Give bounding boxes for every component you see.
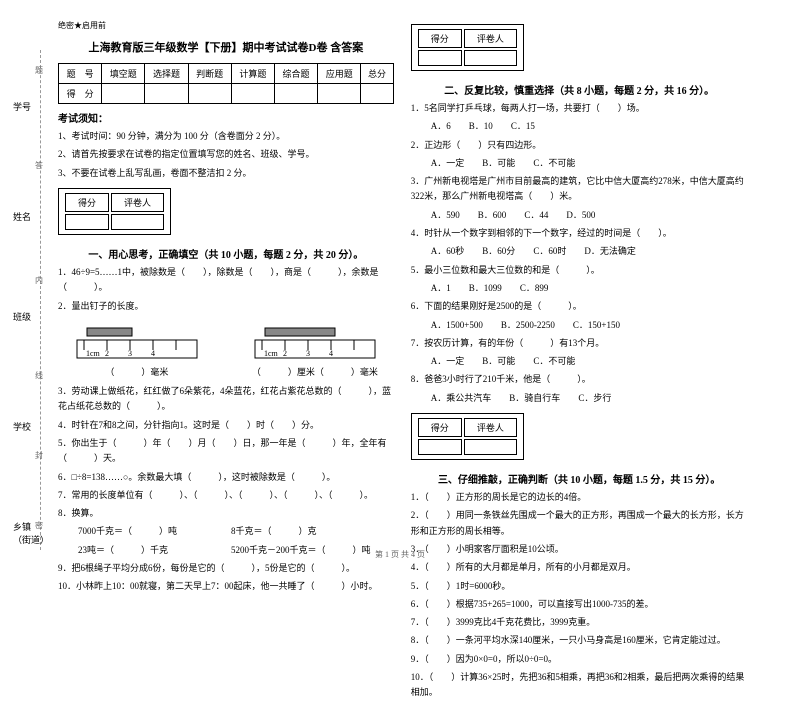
section-3-title: 三、仔细推敲，正确判断（共 10 小题，每题 1.5 分，共 15 分）。 (411, 471, 748, 486)
dot-feng: 封 (35, 450, 43, 461)
q2-7: 7．按农历计算，有的年份（ ）有13个月。 (411, 336, 748, 351)
q1-8-title: 8．换算。 (58, 506, 394, 521)
q3-6: 6．（ ）根据735+265=1000，可以直接写出1000-735的差。 (411, 597, 748, 612)
q2-4: 4．时针从一个数字到相邻的下一个数字，经过的时间是（ ）。 (411, 226, 748, 241)
ruler-2-icon: 1cm 2 3 4 (250, 320, 380, 360)
dot-xian: 线 (35, 370, 43, 381)
q1-5: 5．你出生于（ ）年（ ）月（ ）日，那一年是（ ）年，全年有（ ）天。 (58, 436, 394, 467)
sb-id: 学号 (13, 100, 31, 113)
ruler-1-wrap: 1cm 2 3 4 （ ）毫米 (72, 320, 202, 378)
q2-4-opts: A．60秒B．60分C．60时D．无法确定 (411, 244, 748, 259)
q1-6: 6．□÷8=138……○。余数最大填（ ），这时被除数是（ ）。 (58, 470, 394, 485)
scorer-label: 评卷人 (111, 193, 164, 212)
th-app: 应用题 (318, 64, 361, 84)
dot-mi: 密 (35, 520, 43, 531)
q2-5: 5．最小三位数和最大三位数的和是（ ）。 (411, 263, 748, 278)
scorer-box-1: 得分评卷人 (58, 188, 171, 235)
q2-6: 6．下面的结果刚好是2500的是（ ）。 (411, 299, 748, 314)
q2-5-opts: A．1B．1099C．899 (411, 281, 748, 296)
q2-1: 1．5名同学打乒乓球，每两人打一场，共要打（ ）场。 (411, 101, 748, 116)
binding-sidebar: 乡镇（街道） 学校 班级 姓名 学号 题 答 内 线 封 密 (5, 20, 45, 530)
q1-10: 10．小林昨上10：00就寝，第二天早上7：00起床，他一共睡了（ ）小时。 (58, 579, 394, 594)
exam-title: 上海教育版三年级数学【下册】期中考试试卷D卷 含答案 (58, 39, 394, 55)
scorer-box-2: 得分评卷人 (411, 24, 524, 71)
svg-text:3: 3 (128, 349, 132, 358)
q3-10: 10．（ ）计算36×25时，先把36和5相乘，再把36和2相乘，最后把两次乘得… (411, 670, 748, 701)
th-total: 总分 (361, 64, 393, 84)
q2-8: 8．爸爸3小时行了210千米，他是（ ）。 (411, 372, 748, 387)
th-choice: 选择题 (145, 64, 188, 84)
page-footer: 第 1 页 共 4 页 (0, 549, 800, 560)
section-1-title: 一、用心思考，正确填空（共 10 小题，每题 2 分，共 20 分）。 (58, 246, 394, 261)
q2-2-opts: A．一定B．可能C．不可能 (411, 156, 748, 171)
q3-1: 1．（ ）正方形的周长是它的边长的4倍。 (411, 490, 748, 505)
q1-3: 3．劳动课上做纸花，红红做了6朵紫花，4朵蓝花，红花占紫花总数的（ ），蓝花占纸… (58, 384, 394, 415)
notice-1: 1、考试时间：90 分钟，满分为 100 分（含卷面分 2 分）。 (58, 129, 394, 143)
ruler-1-icon: 1cm 2 3 4 (72, 320, 202, 360)
ruler-row: 1cm 2 3 4 （ ）毫米 1cm 2 3 4 （ ）厘米（ ）毫米 (58, 320, 394, 378)
sb-school: 学校 (13, 420, 31, 433)
sb-class: 班级 (13, 310, 31, 323)
svg-text:3: 3 (306, 349, 310, 358)
svg-text:2: 2 (105, 349, 109, 358)
q3-2: 2．（ ）用同一条铁丝先围成一个最大的正方形，再围成一个最大的长方形，长方形和正… (411, 508, 748, 539)
q2-3-opts: A．590B．600C．44D．500 (411, 208, 748, 223)
th-calc: 计算题 (231, 64, 274, 84)
th-comp: 综合题 (274, 64, 317, 84)
q3-7: 7．（ ）3999克比4千克花费比，3999克重。 (411, 615, 748, 630)
svg-text:1cm: 1cm (264, 349, 279, 358)
ruler-2-wrap: 1cm 2 3 4 （ ）厘米（ ）毫米 (250, 320, 380, 378)
notice-3: 3、不要在试卷上乱写乱画，卷面不整洁扣 2 分。 (58, 166, 394, 180)
svg-text:2: 2 (283, 349, 287, 358)
score-label: 得分 (65, 193, 109, 212)
table-header-row: 题 号 填空题 选择题 判断题 计算题 综合题 应用题 总分 (59, 64, 394, 84)
svg-text:4: 4 (151, 349, 155, 358)
ruler-1-label: （ ）毫米 (72, 365, 202, 378)
confidential-mark: 绝密★启用前 (58, 20, 394, 31)
q1-7: 7．常用的长度单位有（ ）、（ ）、（ ）、（ ）、（ ）。 (58, 488, 394, 503)
q3-5: 5．（ ）1时=6000秒。 (411, 579, 748, 594)
q2-1-opts: A．6B．10C．15 (411, 119, 748, 134)
score-summary-table: 题 号 填空题 选择题 判断题 计算题 综合题 应用题 总分 得 分 (58, 63, 394, 104)
q1-8a: 7000千克＝（ ）吨 8千克＝（ ）克 (58, 524, 394, 539)
dot-nei: 内 (35, 275, 43, 286)
svg-text:4: 4 (329, 349, 333, 358)
q3-4: 4．（ ）所有的大月都是单月，所有的小月都是双月。 (411, 560, 748, 575)
fold-line (40, 50, 41, 550)
q2-7-opts: A．一定B．可能C．不可能 (411, 354, 748, 369)
th-fill: 填空题 (102, 64, 145, 84)
svg-text:1cm: 1cm (86, 349, 101, 358)
q2-2: 2．正边形（ ）只有四边形。 (411, 138, 748, 153)
q2-3: 3．广州新电视塔是广州市目前最高的建筑，它比中信大厦高约278米，中信大厦高约3… (411, 174, 748, 205)
notice-2: 2、请首先按要求在试卷的指定位置填写您的姓名、班级、学号。 (58, 147, 394, 161)
ruler-2-label: （ ）厘米（ ）毫米 (250, 365, 380, 378)
scorer-box-3: 得分评卷人 (411, 413, 524, 460)
q1-2: 2．量出钉子的长度。 (58, 299, 394, 314)
q3-9: 9．（ ）因为0×0=0，所以0÷0=0。 (411, 652, 748, 667)
q2-8-opts: A．乘公共汽车B．骑自行车C．步行 (411, 391, 748, 406)
dot-ti: 题 (35, 65, 43, 76)
page-container: 绝密★启用前 上海教育版三年级数学【下册】期中考试试卷D卷 含答案 题 号 填空… (0, 0, 800, 540)
table-score-row: 得 分 (59, 84, 394, 104)
q1-1: 1．46÷9=5……1中，被除数是（ ），除数是（ ），商是（ ），余数是（ ）… (58, 265, 394, 296)
q2-6-opts: A．1500+500B．2500-2250C．150+150 (411, 318, 748, 333)
q1-4: 4．时针在7和8之间，分针指向1。这时是（ ）时（ ）分。 (58, 418, 394, 433)
th-num: 题 号 (59, 64, 102, 84)
q3-8: 8．（ ）一条河平均水深140厘米，一只小马身高是160厘米，它肯定能过过。 (411, 633, 748, 648)
left-column: 绝密★启用前 上海教育版三年级数学【下册】期中考试试卷D卷 含答案 题 号 填空… (50, 20, 403, 535)
q1-9: 9．把6根绳子平均分成6份，每份是它的（ ），5份是它的（ ）。 (58, 561, 394, 576)
section-2-title: 二、反复比较，慎重选择（共 8 小题，每题 2 分，共 16 分）。 (411, 82, 748, 97)
sb-name: 姓名 (13, 210, 31, 223)
th-judge: 判断题 (188, 64, 231, 84)
notice-heading: 考试须知： (58, 110, 394, 125)
dot-da: 答 (35, 160, 43, 171)
td-score-label: 得 分 (59, 84, 102, 104)
right-column: 得分评卷人 二、反复比较，慎重选择（共 8 小题，每题 2 分，共 16 分）。… (403, 20, 756, 535)
